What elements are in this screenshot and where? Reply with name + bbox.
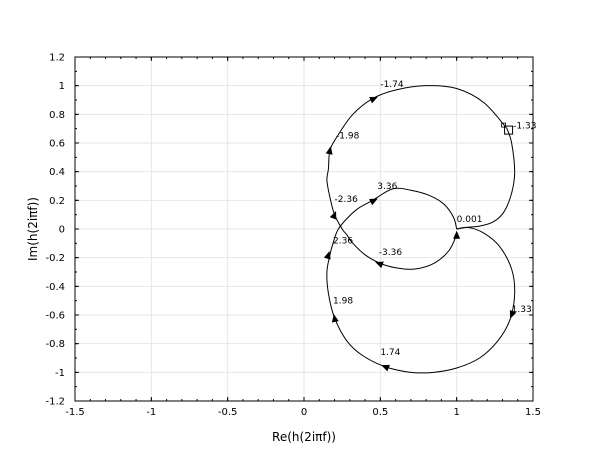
y-tick-label: 0 bbox=[59, 225, 65, 236]
direction-arrow bbox=[369, 198, 378, 206]
frequency-annotation: -1.74 bbox=[380, 80, 404, 90]
frequency-annotation: 0.001 bbox=[457, 215, 483, 225]
direction-arrow bbox=[323, 250, 331, 260]
x-tick-label: -1.5 bbox=[65, 407, 85, 418]
frequency-annotation: 3.36 bbox=[377, 182, 397, 192]
nyquist-curve-3 bbox=[326, 187, 516, 374]
y-tick-label: 0.2 bbox=[49, 196, 65, 207]
y-tick-label: -0.4 bbox=[45, 282, 65, 293]
frequency-annotation: 2.36 bbox=[333, 236, 353, 246]
y-tick-label: 0.8 bbox=[49, 110, 65, 121]
square-marker-small bbox=[501, 122, 506, 128]
x-tick-label: -0.5 bbox=[218, 407, 238, 418]
frequency-annotation: -1.33 bbox=[513, 122, 536, 132]
direction-arrow bbox=[375, 261, 384, 269]
frequency-annotation: 1.33 bbox=[512, 305, 532, 315]
direction-arrow bbox=[331, 313, 339, 323]
frequency-annotation: -2.36 bbox=[335, 195, 359, 205]
y-tick-label: -0.6 bbox=[45, 311, 65, 322]
direction-arrow bbox=[329, 210, 337, 220]
markers bbox=[501, 122, 514, 135]
direction-arrow bbox=[325, 146, 333, 155]
frequency-annotation: -3.36 bbox=[379, 248, 403, 258]
square-marker bbox=[504, 125, 514, 135]
y-tick-label: -1 bbox=[55, 368, 65, 379]
x-tick-label: 0.5 bbox=[372, 407, 388, 418]
y-tick-label: 1.2 bbox=[49, 53, 65, 64]
axes: -1.5 -1 -0.5 0 0.5 1 1.5 1.2 1 0.8 0.6 0.4 0.2 0 -0.2 -… bbox=[45, 53, 540, 419]
curves bbox=[326, 85, 516, 374]
direction-arrow bbox=[369, 96, 378, 104]
x-tick-label: 1.5 bbox=[525, 407, 541, 418]
y-tick-label: 1 bbox=[59, 81, 65, 92]
y-tick-label: -0.2 bbox=[45, 253, 65, 264]
frequency-annotation: 1.74 bbox=[380, 348, 400, 358]
annotations: -1.74 -1.33 -1.98 3.36 -2.36 0.001 2.36 -3.36 1.… bbox=[333, 80, 536, 358]
x-axis-label: Re(h(2iπf)) bbox=[272, 430, 336, 444]
arrows bbox=[323, 96, 517, 372]
nyquist-curve-2 bbox=[326, 85, 508, 270]
direction-arrow bbox=[453, 230, 461, 239]
x-tick-label: 0 bbox=[301, 407, 307, 418]
y-tick-label: 0.6 bbox=[49, 139, 65, 150]
frequency-annotation: -1.98 bbox=[336, 132, 360, 142]
y-tick-label: -0.8 bbox=[45, 339, 65, 350]
y-axis-label: Im(h(2iπf)) bbox=[26, 197, 40, 261]
frequency-annotation: 1.98 bbox=[333, 297, 353, 307]
x-tick-label: -1 bbox=[146, 407, 156, 418]
direction-arrow bbox=[509, 309, 517, 319]
y-tick-label: -1.2 bbox=[45, 397, 65, 408]
direction-arrow bbox=[381, 364, 390, 372]
x-tick-label: 1 bbox=[453, 407, 459, 418]
y-tick-label: 0.4 bbox=[49, 167, 65, 178]
